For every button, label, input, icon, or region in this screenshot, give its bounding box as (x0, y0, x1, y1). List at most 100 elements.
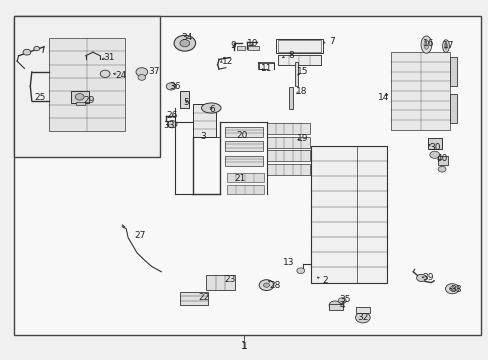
Text: 8: 8 (287, 51, 293, 60)
Text: 2: 2 (322, 276, 327, 285)
Text: 14: 14 (377, 93, 389, 102)
Bar (49, 38, 124, 131)
Text: 19: 19 (297, 134, 308, 143)
Text: 20: 20 (236, 130, 247, 139)
Text: 40: 40 (436, 154, 447, 163)
Circle shape (445, 284, 458, 294)
Circle shape (75, 94, 84, 100)
Text: 33: 33 (163, 122, 174, 130)
Text: 21: 21 (233, 174, 245, 183)
Bar (14, 16, 160, 157)
Circle shape (437, 166, 445, 172)
Bar (224, 141, 263, 151)
Ellipse shape (423, 40, 428, 49)
Text: 30: 30 (428, 143, 440, 152)
Bar (449, 94, 456, 123)
Bar (289, 87, 292, 109)
Text: 13: 13 (282, 258, 294, 267)
Circle shape (338, 298, 346, 303)
Circle shape (34, 46, 40, 51)
Text: 29: 29 (83, 96, 95, 105)
Circle shape (296, 268, 304, 274)
Text: 18: 18 (296, 87, 307, 96)
Text: 5: 5 (183, 98, 188, 107)
Text: 12: 12 (221, 57, 233, 66)
Circle shape (138, 75, 145, 80)
Bar (390, 52, 449, 130)
Text: 39: 39 (422, 273, 433, 282)
Ellipse shape (201, 103, 221, 113)
Circle shape (174, 35, 195, 51)
Circle shape (180, 40, 189, 47)
Text: 36: 36 (169, 82, 181, 91)
Text: 38: 38 (449, 285, 461, 294)
Circle shape (355, 312, 369, 323)
Bar (71, 91, 89, 103)
Text: 37: 37 (148, 68, 160, 77)
Bar (266, 123, 309, 134)
Bar (192, 104, 216, 137)
Text: 1: 1 (241, 342, 247, 351)
Bar (276, 39, 322, 53)
Circle shape (429, 151, 439, 158)
Bar (206, 275, 234, 290)
Bar (277, 40, 321, 52)
Text: 16: 16 (422, 39, 433, 48)
Ellipse shape (420, 36, 431, 53)
Bar (266, 137, 309, 148)
Text: 32: 32 (356, 313, 368, 322)
Circle shape (166, 83, 176, 90)
Text: 28: 28 (268, 281, 280, 289)
Text: 27: 27 (134, 231, 145, 240)
Circle shape (23, 49, 31, 55)
Circle shape (328, 301, 340, 310)
Text: 3: 3 (200, 132, 205, 141)
Bar (14, 16, 480, 335)
Bar (180, 91, 188, 108)
Bar (449, 57, 456, 86)
Bar (266, 150, 309, 161)
Ellipse shape (442, 40, 448, 52)
Text: 24: 24 (115, 71, 127, 80)
Bar (192, 104, 216, 137)
Text: 34: 34 (181, 33, 192, 42)
Text: 9: 9 (229, 40, 235, 49)
Bar (224, 156, 263, 166)
Text: 11: 11 (260, 64, 272, 73)
Bar (328, 304, 343, 310)
Bar (427, 138, 441, 149)
Bar (310, 146, 386, 283)
Text: 4: 4 (339, 302, 345, 310)
Circle shape (259, 280, 273, 291)
Text: 10: 10 (246, 39, 258, 48)
Text: 25: 25 (34, 93, 46, 102)
Bar (355, 307, 369, 313)
Bar (224, 127, 263, 137)
Text: 17: 17 (442, 40, 454, 49)
Text: 15: 15 (297, 68, 308, 77)
Bar (76, 102, 84, 105)
Bar (180, 292, 208, 305)
Bar (277, 55, 320, 65)
Text: 26: 26 (166, 111, 178, 120)
Bar (236, 46, 245, 50)
Bar (226, 173, 263, 182)
Bar (277, 55, 320, 65)
Circle shape (416, 274, 426, 282)
Circle shape (136, 68, 147, 76)
Circle shape (167, 121, 177, 128)
Bar (266, 164, 309, 175)
Circle shape (263, 283, 269, 287)
Bar (295, 62, 298, 86)
Bar (226, 185, 263, 194)
Text: 6: 6 (209, 105, 215, 114)
Text: 31: 31 (102, 53, 114, 62)
Bar (437, 156, 447, 165)
Circle shape (100, 70, 110, 77)
Text: 22: 22 (198, 292, 210, 302)
Text: 35: 35 (339, 295, 350, 304)
Text: 1: 1 (241, 341, 247, 351)
Circle shape (448, 287, 454, 291)
Text: 7: 7 (329, 37, 335, 46)
Ellipse shape (444, 43, 447, 49)
